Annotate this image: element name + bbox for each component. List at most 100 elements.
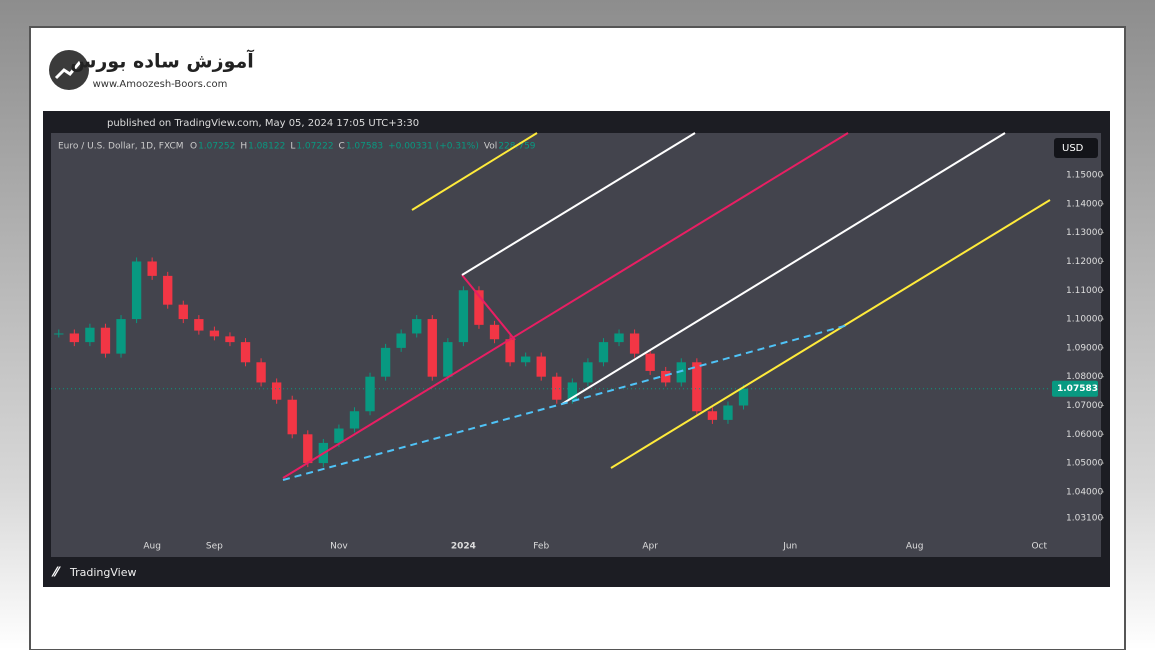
candle-body xyxy=(614,333,624,343)
candle-body xyxy=(334,428,344,443)
x-tick-label: Aug xyxy=(906,542,924,552)
published: published on TradingView.com, May 05, 20… xyxy=(107,118,419,129)
y-tick-label: 1.15000 xyxy=(1066,171,1103,181)
candle-body xyxy=(443,342,453,377)
plot: 1.15000 1.14000 1.13000 1.12000 1.11000 1.100… xyxy=(51,171,1104,552)
ohlc-key: O xyxy=(190,142,197,152)
x-tick-label: 2024 xyxy=(451,542,476,552)
x-tick-label: Oct xyxy=(1031,542,1047,552)
candle-body xyxy=(567,382,578,400)
candle-body xyxy=(692,362,702,412)
candle-body xyxy=(552,376,562,400)
candle-body xyxy=(583,362,593,383)
candle-body xyxy=(474,290,484,325)
y-tick-label: 1.08000 xyxy=(1066,372,1103,382)
candle-body xyxy=(240,342,251,363)
currency-box xyxy=(1054,138,1098,158)
change: +0.00331 (+0.31%) xyxy=(388,142,479,152)
candle-body xyxy=(147,261,157,276)
candle-body xyxy=(349,411,360,429)
y-tick-label: 1.04000 xyxy=(1066,487,1103,497)
x-tick-label: Aug xyxy=(143,542,161,552)
candle-body xyxy=(520,356,531,363)
site-name: آموزش ساده بورس xyxy=(70,49,254,73)
candle-body xyxy=(427,319,437,377)
candle-body xyxy=(380,347,391,377)
candle-body xyxy=(505,339,515,363)
candle-body xyxy=(131,261,142,320)
y-tick-label: 1.05000 xyxy=(1066,459,1103,469)
pitchfork-median xyxy=(282,132,849,479)
brand: TradingView xyxy=(69,566,136,579)
volume-key: Vol xyxy=(484,142,497,152)
x-tick-label: Jun xyxy=(782,542,797,552)
y-tick-label: 1.13000 xyxy=(1066,228,1103,238)
legend: Euro / U.S. Dollar, 1D, FXCM O 1.07252 H 1.… xyxy=(58,142,536,152)
y-tick-label: 1.09000 xyxy=(1066,343,1103,353)
candle-body xyxy=(116,319,126,354)
ohlc-key: L xyxy=(290,142,295,152)
candle-body xyxy=(194,319,204,331)
candle-body xyxy=(85,327,95,343)
currency: USD xyxy=(1062,143,1084,154)
pitchfork-handle xyxy=(461,274,516,341)
y-tick-label: 1.10000 xyxy=(1066,315,1103,325)
candle-body xyxy=(489,324,500,340)
candle-body xyxy=(287,399,297,435)
candle-body xyxy=(163,275,173,305)
candle-body xyxy=(100,327,111,354)
candle-body xyxy=(178,304,188,320)
candle-body xyxy=(645,353,655,371)
candle-body xyxy=(536,356,546,377)
last-price-label: 1.07583 xyxy=(1057,384,1098,394)
drawings xyxy=(282,132,1051,481)
candle-body xyxy=(69,333,80,343)
x-tick-label: Feb xyxy=(533,542,549,552)
volume-value: 228.759 xyxy=(498,142,535,152)
y-tick-label: 1.12000 xyxy=(1066,257,1103,267)
candle-body xyxy=(54,333,64,335)
y-tick-label: 1.07000 xyxy=(1066,401,1103,411)
ohlc-value: 1.07252 xyxy=(198,142,235,152)
candle-body xyxy=(707,411,718,420)
candle-body xyxy=(629,333,640,354)
symbol: Euro / U.S. Dollar, 1D, FXCM xyxy=(58,142,184,152)
candle-body xyxy=(676,362,686,383)
ohlc-value: 1.07222 xyxy=(296,142,333,152)
x-tick-label: Apr xyxy=(642,542,658,552)
y-tick-label: 1.11000 xyxy=(1066,286,1103,296)
candle-body xyxy=(256,362,266,383)
candle-body xyxy=(396,333,406,348)
ohlc-value: 1.08122 xyxy=(248,142,285,152)
logo: آموزش ساده بورس www.Amoozesh-Boors.com xyxy=(49,49,254,90)
ohlc-key: H xyxy=(240,142,247,152)
ohlc-key: C xyxy=(339,142,345,152)
candle-body xyxy=(723,405,733,420)
candle-body xyxy=(303,434,313,464)
plot-area xyxy=(51,133,1101,557)
pitchfork-lower xyxy=(561,132,1006,405)
pitchfork-upper xyxy=(461,132,696,276)
y-tick-label: 1.14000 xyxy=(1066,199,1103,209)
candle-body xyxy=(365,376,375,412)
y-tick-label: 1.03100 xyxy=(1066,513,1103,523)
trend-dashed xyxy=(282,324,849,481)
tv-icon: ⁄⁄ xyxy=(51,566,61,581)
site-url: www.Amoozesh-Boors.com xyxy=(93,79,228,90)
candle-body xyxy=(412,319,422,334)
candle-body xyxy=(271,382,282,400)
candle-body xyxy=(661,370,671,383)
candle-body xyxy=(738,388,749,406)
candle-body xyxy=(209,330,220,337)
candle-body xyxy=(225,336,235,343)
channel-bottom xyxy=(610,199,1051,469)
ohlc-value: 1.07583 xyxy=(346,142,383,152)
y-tick-label: 1.06000 xyxy=(1066,430,1103,440)
last-price-tag xyxy=(1052,380,1098,397)
x-tick-label: Sep xyxy=(206,542,223,552)
candle-body xyxy=(458,290,469,343)
candle-body xyxy=(598,342,609,363)
x-tick-label: Nov xyxy=(330,542,348,552)
